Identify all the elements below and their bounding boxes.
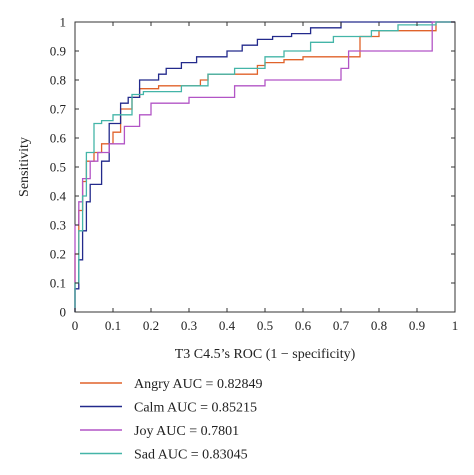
- x-tick-label: 0.5: [257, 318, 273, 333]
- legend-label-sad: Sad AUC = 0.83045: [134, 448, 248, 463]
- series-line-calm: [74, 21, 455, 312]
- x-tick-label: 0.1: [105, 318, 121, 333]
- y-axis-label: Sensitivity: [17, 137, 32, 197]
- y-tick-label: 0: [60, 305, 67, 320]
- legend: Angry AUC = 0.82849 Calm AUC = 0.85215 Joy…: [80, 377, 262, 463]
- x-axis-ticks: 0 0.1 0.2 0.3 0.4 0.5 0.6 0.7 0.8 0.9 1: [72, 22, 459, 333]
- x-tick-label: 0.2: [143, 318, 159, 333]
- y-tick-label: 0.2: [50, 247, 66, 262]
- plot-area: 0 0.1 0.2 0.3 0.4 0.5 0.6 0.7 0.8 0.9 1 0 0.1 0.2 0.3…: [50, 15, 459, 334]
- x-tick-label: 0.9: [409, 318, 425, 333]
- series-line-sad: [74, 21, 455, 312]
- legend-label-calm: Calm AUC = 0.85215: [134, 401, 257, 416]
- x-axis-label: T3 C4.5’s ROC (1 − specificity): [175, 347, 356, 362]
- y-tick-label: 0.5: [50, 160, 66, 175]
- x-tick-label: 0.7: [333, 318, 350, 333]
- x-tick-label: 0.3: [181, 318, 197, 333]
- y-tick-label: 0.9: [50, 44, 66, 59]
- y-axis-ticks: 0 0.1 0.2 0.3 0.4 0.5 0.6 0.7 0.8 0.9 1: [50, 15, 455, 320]
- legend-label-joy: Joy AUC = 0.7801: [134, 424, 239, 439]
- x-tick-label: 1: [452, 318, 459, 333]
- series-line-joy: [74, 21, 455, 312]
- y-tick-label: 0.7: [50, 102, 67, 117]
- series-layer: [74, 21, 455, 312]
- legend-label-angry: Angry AUC = 0.82849: [134, 377, 262, 392]
- x-tick-label: 0.4: [219, 318, 236, 333]
- y-tick-label: 1: [60, 15, 67, 30]
- x-tick-label: 0.6: [295, 318, 312, 333]
- y-tick-label: 0.3: [50, 218, 66, 233]
- y-tick-label: 0.1: [50, 276, 66, 291]
- y-tick-label: 0.6: [50, 131, 67, 146]
- y-tick-label: 0.8: [50, 73, 66, 88]
- x-tick-label: 0: [72, 318, 79, 333]
- y-tick-label: 0.4: [50, 189, 67, 204]
- x-tick-label: 0.8: [371, 318, 387, 333]
